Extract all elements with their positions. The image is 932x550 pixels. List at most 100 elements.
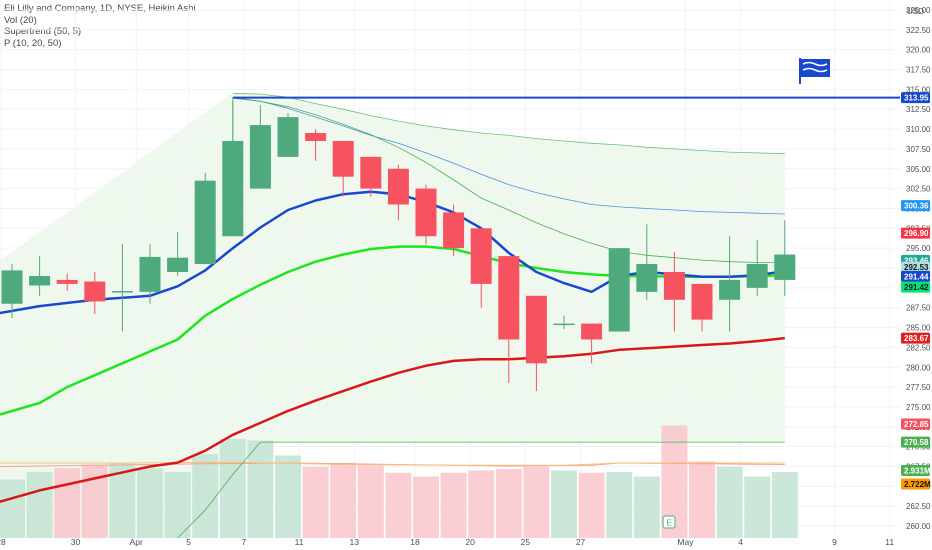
volume-bar bbox=[275, 455, 301, 538]
price-tick-label: 280.00 bbox=[906, 363, 931, 372]
candle bbox=[774, 220, 796, 296]
candle bbox=[581, 323, 603, 364]
volume-bar bbox=[0, 479, 25, 538]
earnings-label: E bbox=[666, 519, 671, 528]
price-tag: 2.722M bbox=[901, 478, 931, 490]
price-tag-bg bbox=[901, 92, 930, 104]
price-tag-bg bbox=[901, 270, 930, 282]
candle-body bbox=[525, 295, 547, 364]
thin-blue-line bbox=[232, 97, 785, 215]
candle bbox=[56, 273, 78, 292]
candle-body bbox=[194, 180, 216, 265]
candle-body bbox=[167, 257, 189, 272]
candle bbox=[525, 295, 547, 392]
candle bbox=[111, 244, 133, 332]
price-tag: 292.53 bbox=[901, 261, 930, 273]
price-tag: 270.58 bbox=[901, 436, 930, 448]
price-tick-label: 287.50 bbox=[906, 304, 931, 313]
date-tick-label: 11 bbox=[885, 537, 894, 547]
time-axis[interactable]: 28 30 Apr 5 7 11 13 18 20 25 27 May 4 9 11 bbox=[0, 537, 894, 547]
price-tick-label: 262.50 bbox=[906, 502, 931, 511]
volume-bar bbox=[54, 468, 81, 538]
candle-body bbox=[387, 168, 409, 205]
date-tick-label: 27 bbox=[576, 537, 586, 547]
legend-p-indicator[interactable]: P (10, 20, 50) bbox=[4, 37, 62, 49]
price-tag-bg bbox=[901, 261, 930, 273]
volume-bar bbox=[440, 472, 467, 538]
candle bbox=[84, 271, 106, 315]
price-tick-label: 320.00 bbox=[906, 46, 931, 55]
price-tag-label: 296.90 bbox=[904, 229, 929, 238]
candle-body bbox=[360, 156, 382, 189]
price-tag-label: 270.58 bbox=[904, 438, 929, 447]
candle bbox=[443, 204, 465, 257]
price-tag: 291.42 bbox=[901, 281, 930, 293]
candle-body bbox=[111, 291, 133, 293]
candle-body bbox=[222, 140, 244, 237]
volume-layer bbox=[0, 425, 798, 538]
price-tag-label: 2.931M bbox=[904, 467, 931, 476]
price-tick-label: 295.00 bbox=[906, 244, 931, 253]
candle-body bbox=[415, 188, 437, 237]
price-tag: 283.67 bbox=[901, 332, 930, 344]
volume-bar bbox=[689, 461, 715, 538]
candle bbox=[719, 236, 741, 332]
candle-body bbox=[332, 140, 354, 177]
date-tick-label: 25 bbox=[521, 537, 531, 547]
volume-bar bbox=[523, 466, 550, 538]
volume-bar bbox=[164, 472, 191, 538]
volume-bar bbox=[192, 454, 219, 538]
price-tag-label: 291.44 bbox=[904, 272, 929, 281]
candle-body bbox=[636, 264, 658, 292]
price-tag-label: 272.85 bbox=[904, 420, 929, 429]
earnings-box bbox=[662, 515, 676, 529]
candle bbox=[29, 256, 51, 296]
candle-body bbox=[443, 212, 465, 249]
price-tag-label: 2.722M bbox=[904, 480, 931, 489]
date-tick-label: 5 bbox=[186, 537, 191, 547]
flag-stripes bbox=[802, 61, 828, 73]
volume-bar bbox=[357, 465, 384, 538]
candle bbox=[608, 248, 630, 332]
price-tag-bg bbox=[901, 436, 930, 448]
candle-body bbox=[249, 125, 271, 189]
price-tag: 296.90 bbox=[901, 227, 930, 239]
candle-body bbox=[774, 254, 796, 280]
candle-body bbox=[84, 281, 106, 302]
legend-volume[interactable]: Vol (20) bbox=[4, 14, 37, 26]
candle bbox=[470, 228, 492, 308]
candle bbox=[663, 252, 685, 332]
candle bbox=[1, 264, 23, 319]
date-tick-label: 11 bbox=[295, 537, 304, 547]
price-tick-label: 275.00 bbox=[906, 403, 931, 412]
volume-bar bbox=[633, 476, 660, 538]
price-tick-label: 302.50 bbox=[906, 185, 931, 194]
candle-body bbox=[719, 279, 741, 300]
flag-cloth bbox=[801, 59, 830, 77]
price-tick-label: 305.00 bbox=[906, 165, 931, 174]
candle-body bbox=[29, 275, 51, 286]
thin-green-line bbox=[232, 96, 785, 263]
price-tag-bg bbox=[901, 465, 930, 477]
volume-bar bbox=[385, 472, 412, 538]
price-tick-label: 307.50 bbox=[906, 145, 931, 154]
price-tag-label: 292.53 bbox=[904, 263, 929, 272]
legend-title[interactable]: Eli Lilly and Company, 1D, NYSE, Heikin … bbox=[4, 3, 196, 14]
price-tag: 272.85 bbox=[901, 418, 930, 430]
candle-body bbox=[663, 271, 685, 300]
candle bbox=[553, 315, 575, 330]
candle bbox=[415, 184, 437, 245]
volume-bar bbox=[330, 463, 357, 538]
date-tick-label: 20 bbox=[465, 537, 475, 547]
price-tag: 291.44 bbox=[901, 270, 930, 282]
price-tag-label: 300.36 bbox=[904, 202, 929, 211]
lower-band-line bbox=[177, 441, 785, 539]
candle-body bbox=[553, 323, 575, 326]
volume-bar bbox=[137, 468, 163, 538]
price-tag: 2.931M bbox=[901, 465, 931, 477]
legend-supertrend[interactable]: Supertrend (50, 5) bbox=[4, 26, 82, 37]
price-tag-bg bbox=[901, 332, 930, 344]
candle bbox=[249, 105, 271, 189]
